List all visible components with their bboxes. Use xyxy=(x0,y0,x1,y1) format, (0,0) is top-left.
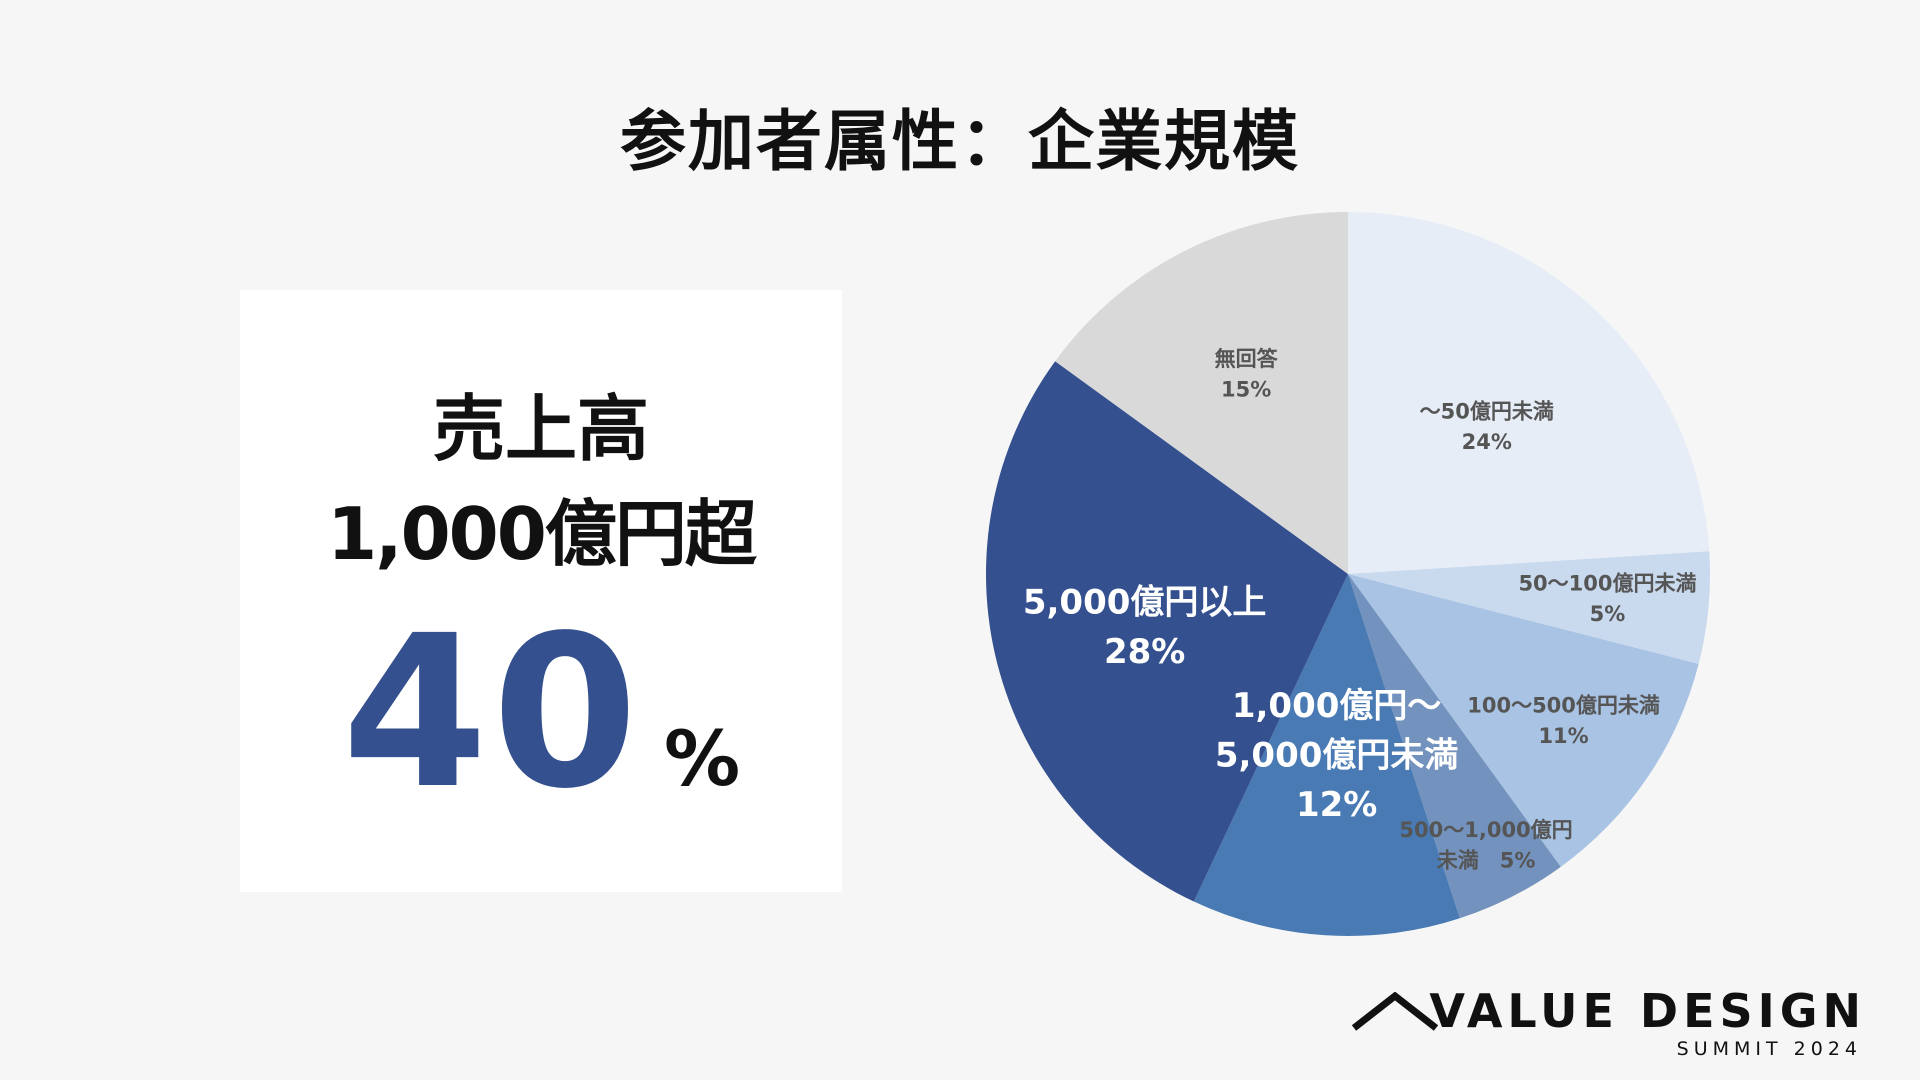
pie-label-5: 5,000億円以上 28% xyxy=(1023,582,1267,671)
pie-label-text: 50～100億円未満 xyxy=(1518,572,1696,596)
pie-slice-0 xyxy=(1348,212,1710,574)
pie-label-text: 500～1,000億円 xyxy=(1399,818,1572,842)
pie-label-text: 5,000億円以上 xyxy=(1023,582,1267,622)
brand-subtitle: SUMMIT 2024 xyxy=(1676,1038,1862,1060)
pie-slice-1 xyxy=(1348,551,1710,665)
page-title: 参加者属性：企業規模 xyxy=(620,103,1300,180)
pie-label-text: 5,000億円未満 xyxy=(1215,736,1459,776)
pie-label-3: 500～1,000億円未満 5% xyxy=(1399,818,1572,872)
pie-slice-2 xyxy=(1348,574,1699,867)
pie-label-percent: 12% xyxy=(1296,785,1377,825)
pie-label-text: 無回答 xyxy=(1215,347,1279,371)
pie-label-text: ～50億円未満 xyxy=(1420,399,1554,423)
pie-slice-6 xyxy=(1055,212,1348,574)
pie-label-percent: 5% xyxy=(1590,602,1626,626)
pie-label-2: 100～500億円未満 11% xyxy=(1467,694,1660,748)
pie-label-percent: 28% xyxy=(1104,632,1185,672)
pie-slice-3 xyxy=(1348,574,1561,919)
pie-label-text: 1,000億円～ xyxy=(1232,686,1442,726)
pie-label-text: 未満 5% xyxy=(1437,849,1536,873)
pie-label-6: 無回答 15% xyxy=(1215,347,1279,401)
brand-logo-block: VALUE DESIGN SUMMIT 2024 xyxy=(1350,984,1866,1064)
highlight-subheading: 1,000億円超 xyxy=(327,492,757,576)
pie-label-percent: 24% xyxy=(1462,430,1512,454)
highlight-heading: 売上高 xyxy=(432,387,649,471)
pie-label-1: 50～100億円未満 5% xyxy=(1518,572,1696,626)
highlight-unit: % xyxy=(664,714,741,803)
pie-label-percent: 15% xyxy=(1221,378,1271,402)
pie-slice-4 xyxy=(1193,574,1460,936)
pie-slice-5 xyxy=(985,361,1348,902)
pie-label-0: ～50億円未満 24% xyxy=(1420,399,1554,453)
pie-label-percent: 11% xyxy=(1538,724,1588,748)
house-roof-icon xyxy=(1351,992,1439,1031)
highlight-panel: 売上高 1,000億円超 40% xyxy=(240,290,842,892)
brand-name: VALUE DESIGN xyxy=(1429,984,1866,1038)
pie-label-4: 1,000億円～ 5,000億円未満 12% xyxy=(1215,686,1459,825)
pie-label-text: 100～500億円未満 xyxy=(1467,694,1660,718)
highlight-value: 40 xyxy=(341,590,643,835)
highlight-figure: 40% xyxy=(240,590,842,835)
